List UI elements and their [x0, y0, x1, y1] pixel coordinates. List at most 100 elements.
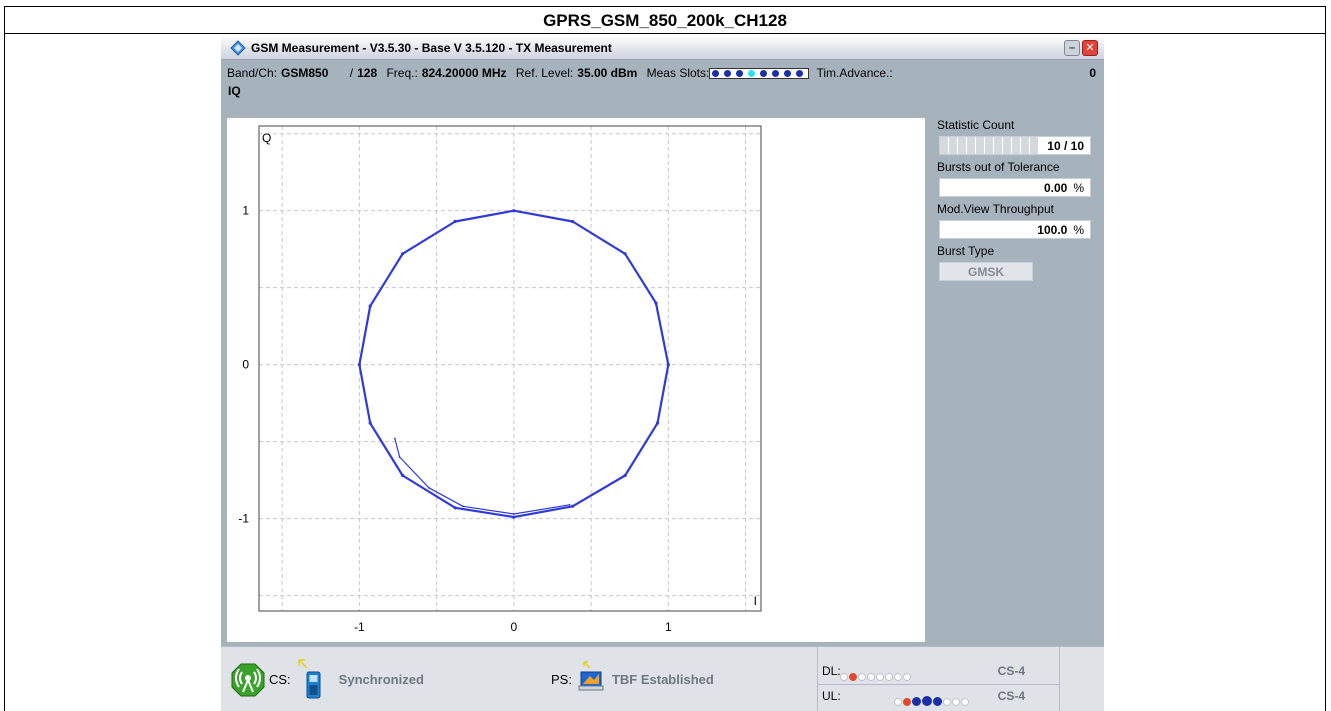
x-tick-label: -1 [354, 620, 365, 634]
y-tick-label: 1 [242, 204, 249, 218]
channel-separator: / [349, 66, 354, 80]
timeslot-dot [849, 673, 857, 681]
plot-frame [258, 125, 762, 612]
meas-slots-indicator[interactable] [709, 68, 810, 80]
iq-point [453, 219, 457, 224]
timeslot-dot [885, 673, 893, 681]
iq-point [654, 301, 658, 305]
iq-point [357, 363, 361, 367]
iq-constellation-chart: -1 0 1 1 0 -1 Q I [238, 125, 762, 634]
iq-plot-area: -1 0 1 1 0 -1 Q I [227, 118, 925, 642]
statistics-panel: Statistic Count 10 / 10 Bursts out of To… [937, 118, 1097, 281]
antenna-icon [231, 663, 265, 696]
laptop-icon [578, 660, 604, 690]
timeslot-dot [840, 673, 848, 681]
iq-point [655, 421, 660, 425]
timeslot-dot [903, 673, 911, 681]
iq-point [428, 486, 430, 489]
iq-point [401, 473, 405, 478]
downlink-row: DL: CS-4 [818, 660, 1059, 682]
bursts-out-label: Bursts out of Tolerance [937, 160, 1060, 174]
status-bar: CS: Synchronized PS: TBF Established DL: [221, 646, 1104, 711]
cs-state: Synchronized [338, 672, 424, 687]
freq-value: 824.20000 MHz [421, 66, 507, 80]
iq-point [453, 506, 457, 510]
x-tick-label: 0 [511, 620, 518, 634]
meas-slot-dot [760, 70, 768, 78]
timeslot-dot [894, 698, 902, 706]
iq-point [623, 252, 627, 256]
ps-label: PS: [551, 672, 572, 687]
timeslot-dot [912, 697, 921, 706]
y-tick-label: -1 [238, 512, 249, 526]
channel-value: 128 [357, 66, 378, 80]
iq-point [512, 209, 516, 213]
timeslot-dot [876, 673, 884, 681]
timeslot-dot [894, 673, 902, 681]
iq-point [512, 515, 516, 519]
window-titlebar[interactable]: GSM Measurement - V3.5.30 - Base V 3.5.1… [221, 36, 1104, 60]
rs-diamond-icon [230, 40, 246, 56]
meas-slot-dot [736, 70, 744, 78]
timeslot-dot [943, 698, 951, 706]
statistic-count-progress [940, 137, 1038, 154]
ps-status: PS: TBF Established [551, 647, 714, 711]
coding-scheme-panel: DL: CS-4 UL: CS-4 [817, 647, 1060, 711]
ref-level-value: 35.00 dBm [577, 66, 638, 80]
dl-coding-scheme: CS-4 [997, 664, 1025, 678]
uplink-row: UL: CS-4 [818, 684, 1059, 706]
iq-point [623, 473, 627, 478]
statistic-count-box: 10 / 10 [939, 136, 1091, 155]
close-button[interactable]: ✕ [1082, 40, 1098, 56]
meas-slot-dot [724, 70, 732, 78]
meas-slot-dot [748, 70, 756, 78]
page-title: GPRS_GSM_850_200k_CH128 [5, 7, 1325, 34]
minimize-button[interactable]: – [1064, 40, 1080, 56]
x-axis-label: I [754, 594, 757, 608]
statistic-count-label: Statistic Count [937, 118, 1015, 132]
ul-label: UL: [822, 689, 841, 703]
statistic-count-value: 10 / 10 [1047, 139, 1084, 153]
gsm-measurement-window: GSM Measurement - V3.5.30 - Base V 3.5.1… [221, 36, 1104, 711]
meas-slot-dot [772, 70, 780, 78]
burst-type-label: Burst Type [937, 244, 995, 258]
window-title: GSM Measurement - V3.5.30 - Base V 3.5.1… [251, 41, 612, 55]
iq-point [512, 513, 515, 515]
burst-type-value: GMSK [939, 262, 1033, 281]
page-frame: GPRS_GSM_850_200k_CH128 [4, 6, 1326, 711]
bursts-out-unit: % [1073, 181, 1084, 195]
timeslot-dot [922, 696, 932, 706]
view-label: IQ [228, 84, 241, 98]
band-value: GSM850 [281, 66, 329, 80]
tim-advance-label: Tim.Advance.: [816, 66, 893, 80]
ps-state: TBF Established [611, 672, 714, 687]
timeslot-dot [858, 673, 866, 681]
ul-coding-scheme: CS-4 [997, 689, 1025, 703]
iq-point [461, 505, 464, 508]
tim-advance-value: 0 [1089, 66, 1096, 80]
cs-status: CS: Synchronized [231, 647, 424, 711]
bursts-out-value: 0.00 [1043, 181, 1068, 195]
mod-throughput-box: 100.0% [939, 220, 1091, 239]
iq-point [368, 304, 372, 308]
x-tick-label: 1 [665, 620, 672, 634]
timeslot-dot [961, 698, 969, 706]
ref-level-label: Ref. Level: [515, 66, 574, 80]
y-axis-label: Q [262, 131, 271, 145]
iq-trace-1 [394, 438, 570, 515]
iq-point [570, 219, 575, 224]
phone-icon [297, 658, 321, 698]
cs-label: CS: [269, 672, 291, 687]
bursts-out-box: 0.00% [939, 178, 1091, 197]
timeslot-dot [867, 673, 875, 681]
iq-point [401, 252, 405, 256]
ul-slot-dots [894, 691, 970, 711]
meas-slot-dot [796, 70, 804, 78]
band-label: Band/Ch: [227, 66, 278, 80]
meas-slot-dot [712, 70, 720, 78]
iq-point [398, 456, 401, 458]
timeslot-dot [933, 697, 942, 706]
info-bar: Band/Ch: GSM850 /128 Freq.: 824.20000 MHz … [221, 60, 1104, 100]
dl-label: DL: [822, 664, 841, 678]
y-tick-label: 0 [242, 358, 249, 372]
